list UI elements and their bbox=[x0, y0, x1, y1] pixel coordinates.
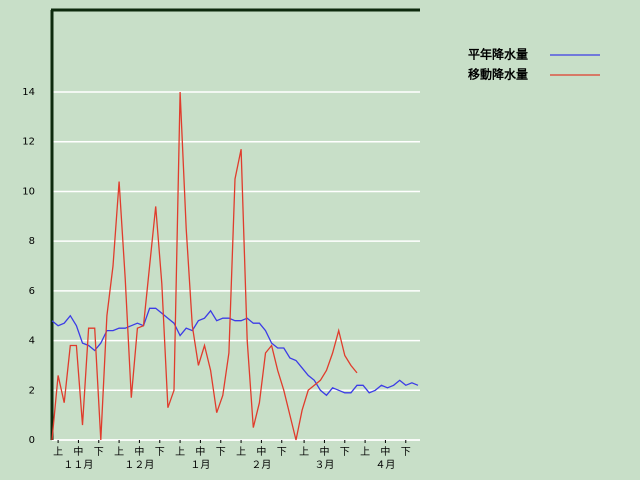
y-tick-label: 10 bbox=[22, 186, 35, 197]
month-label: ２月 bbox=[251, 459, 271, 471]
legend-label: 移動降水量 bbox=[468, 67, 528, 82]
month-label: １月 bbox=[190, 459, 210, 471]
x-tick-label: 下 bbox=[277, 447, 287, 458]
series-line bbox=[51, 307, 419, 397]
y-tick-label: 8 bbox=[29, 236, 35, 247]
x-tick-label: 中 bbox=[380, 445, 390, 458]
x-tick-label: 下 bbox=[401, 447, 411, 458]
x-tick-label: 中 bbox=[195, 445, 205, 458]
x-tick-label: 上 bbox=[299, 446, 309, 458]
y-tick-label: 0 bbox=[29, 435, 35, 446]
x-tick-label: 上 bbox=[236, 446, 246, 458]
x-tick-label: 上 bbox=[360, 446, 370, 458]
x-tick-label: 中 bbox=[256, 445, 266, 458]
month-label: ３月 bbox=[314, 459, 334, 471]
legend-label: 平年降水量 bbox=[468, 47, 528, 62]
x-tick-label: 中 bbox=[134, 445, 144, 458]
month-label: １２月 bbox=[124, 459, 154, 471]
series-line bbox=[51, 91, 358, 441]
x-tick-label: 中 bbox=[73, 445, 83, 458]
y-tick-label: 4 bbox=[29, 336, 35, 347]
y-tick-label: 6 bbox=[29, 286, 35, 297]
x-tick-label: 上 bbox=[53, 446, 63, 458]
x-tick-label: 下 bbox=[216, 447, 226, 458]
y-tick-label: 12 bbox=[22, 137, 35, 148]
y-tick-label: 14 bbox=[22, 87, 35, 98]
y-tick-label: 2 bbox=[29, 385, 35, 396]
x-tick-label: 下 bbox=[340, 447, 350, 458]
x-tick-label: 上 bbox=[175, 446, 185, 458]
month-label: ４月 bbox=[375, 459, 395, 471]
x-tick-label: 下 bbox=[155, 447, 165, 458]
x-tick-label: 上 bbox=[114, 446, 124, 458]
x-tick-label: 中 bbox=[319, 445, 329, 458]
month-label: １１月 bbox=[63, 459, 93, 471]
x-tick-label: 下 bbox=[94, 447, 104, 458]
